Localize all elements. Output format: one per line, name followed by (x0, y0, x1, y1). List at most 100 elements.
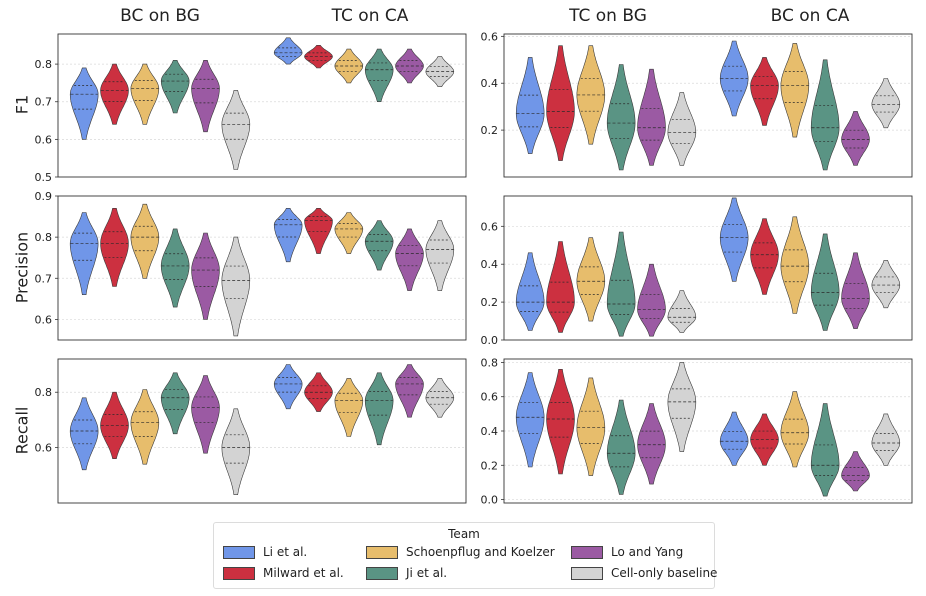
legend-label-li: Li et al. (263, 545, 308, 559)
panel-precision-right: 0.0 0.2 0.4 0.6 (481, 195, 913, 347)
violin-tc-on-bg-cell-only-baseline (667, 290, 697, 333)
violin-bc-on-ca-ji-et-al (810, 233, 840, 331)
y-tick-label: 0.0 (481, 334, 499, 347)
y-tick-label: 0.5 (35, 171, 53, 184)
y-tick-label: 0.9 (35, 190, 53, 203)
violin-bc-on-bg-lo-and-yang (191, 60, 220, 133)
violin-tc-on-bg-lo-and-yang (637, 403, 666, 485)
legend-swatch-baseline (571, 566, 603, 580)
violin-bc-on-bg-cell-only-baseline (221, 236, 251, 337)
column-title-bc-on-bg: BC on BG (120, 6, 200, 26)
y-tick-label: 0.2 (481, 459, 499, 472)
column-title-tc-on-ca: TC on CA (331, 6, 409, 26)
y-tick-label: 0.7 (35, 96, 53, 109)
violin-bc-on-ca-lo-and-yang (841, 451, 870, 492)
violin-tc-on-ca-ji-et-al (364, 48, 394, 102)
panel-f1-right: 0.2 0.4 0.6 (481, 30, 913, 178)
violin-tc-on-ca-lo-and-yang (395, 228, 424, 291)
violin-bc-on-bg-cell-only-baseline (221, 90, 251, 170)
violin-tc-on-bg-li-et-al (515, 372, 545, 468)
y-tick-label: 0.4 (481, 258, 499, 271)
legend-title: Team (448, 527, 480, 541)
violin-tc-on-ca-li-et-al (273, 37, 303, 65)
y-tick-label: 0.6 (481, 220, 499, 233)
violin-bc-on-bg-lo-and-yang (191, 232, 220, 320)
legend-item-ji: Ji et al. (366, 566, 447, 580)
legend-swatch-ji (366, 566, 398, 580)
panel-frame (503, 33, 913, 178)
violin-bc-on-ca-schoenpflug-and-koelzer (780, 43, 810, 138)
legend-swatch-milward (223, 566, 255, 580)
violin-tc-on-bg-ji-et-al (606, 399, 636, 495)
violin-tc-on-bg-schoenpflug-and-koelzer (576, 237, 606, 322)
panel-f1-left: 0.5 0.6 0.7 0.8 (35, 33, 467, 184)
y-tick-label: 0.8 (35, 58, 53, 71)
legend-label-schoenpflug: Schoenpflug and Koelzer (406, 545, 555, 559)
violin-bc-on-bg-schoenpflug-and-koelzer (130, 63, 160, 125)
violin-tc-on-bg-milward-et-al (546, 45, 575, 161)
violin-tc-on-bg-cell-only-baseline (667, 92, 697, 166)
violin-bc-on-ca-milward-et-al (750, 218, 779, 295)
violin-tc-on-bg-li-et-al (515, 57, 545, 154)
panel-frame (57, 33, 467, 178)
violin-tc-on-bg-milward-et-al (546, 241, 575, 333)
violin-bc-on-bg-li-et-al (69, 397, 99, 471)
violin-bc-on-ca-li-et-al (719, 40, 749, 117)
y-tick-label: 0.6 (481, 391, 499, 404)
violin-bc-on-bg-milward-et-al (100, 391, 129, 459)
violin-bc-on-bg-lo-and-yang (191, 375, 220, 454)
violin-tc-on-ca-ji-et-al (364, 220, 394, 271)
legend-item-baseline: Cell-only baseline (571, 566, 717, 580)
violin-tc-on-ca-milward-et-al (304, 372, 333, 412)
y-tick-label: 0.6 (35, 313, 53, 326)
violin-tc-on-ca-schoenpflug-and-koelzer (334, 378, 364, 437)
legend-label-baseline: Cell-only baseline (611, 566, 718, 580)
y-tick-label: 0.6 (481, 30, 499, 43)
panel-frame (503, 195, 913, 341)
legend-item-lo-yang: Lo and Yang (571, 545, 683, 559)
y-tick-label: 0.0 (481, 494, 499, 507)
violin-tc-on-ca-cell-only-baseline (425, 56, 455, 87)
panel-precision-left: 0.6 0.7 0.8 0.9 (35, 190, 467, 341)
violin-tc-on-bg-lo-and-yang (637, 68, 666, 166)
violin-bc-on-ca-schoenpflug-and-koelzer (780, 216, 810, 314)
y-tick-label: 0.8 (481, 356, 499, 369)
violin-tc-on-ca-ji-et-al (364, 372, 394, 446)
panel-frame (503, 358, 913, 504)
violin-tc-on-bg-ji-et-al (606, 231, 636, 337)
violin-tc-on-ca-li-et-al (273, 364, 303, 410)
violin-bc-on-ca-li-et-al (719, 197, 749, 282)
violin-bc-on-bg-ji-et-al (160, 60, 190, 114)
violin-tc-on-ca-schoenpflug-and-koelzer (334, 48, 364, 84)
violin-tc-on-ca-lo-and-yang (395, 364, 424, 418)
violin-tc-on-bg-schoenpflug-and-koelzer (576, 377, 606, 476)
violin-bc-on-bg-ji-et-al (160, 228, 190, 308)
y-tick-label: 0.2 (481, 296, 499, 309)
violin-bc-on-bg-milward-et-al (100, 208, 129, 287)
legend-item-schoenpflug: Schoenpflug and Koelzer (366, 545, 555, 559)
violin-bc-on-bg-li-et-al (69, 67, 99, 140)
violin-tc-on-ca-cell-only-baseline (425, 378, 455, 418)
violin-tc-on-bg-ji-et-al (606, 64, 636, 171)
violin-bc-on-ca-lo-and-yang (841, 252, 870, 329)
legend-swatch-li (223, 545, 255, 559)
violin-tc-on-ca-milward-et-al (304, 45, 333, 69)
violin-bc-on-ca-ji-et-al (810, 59, 840, 171)
y-tick-label: 0.4 (481, 77, 499, 90)
y-tick-label: 0.4 (481, 425, 499, 438)
column-title-bc-on-ca: BC on CA (770, 6, 850, 26)
violin-tc-on-ca-li-et-al (273, 208, 303, 263)
y-tick-label: 0.8 (35, 386, 53, 399)
legend-swatch-lo-yang (571, 545, 603, 559)
violin-tc-on-ca-schoenpflug-and-koelzer (334, 212, 364, 254)
legend-label-lo-yang: Lo and Yang (611, 545, 684, 559)
legend: Team Li et al. Milward et al. Schoenpflu… (213, 522, 717, 589)
violin-bc-on-ca-milward-et-al (750, 57, 779, 126)
violin-tc-on-ca-cell-only-baseline (425, 220, 455, 291)
legend-label-ji: Ji et al. (406, 566, 448, 580)
violin-bc-on-ca-li-et-al (719, 411, 749, 466)
violin-bc-on-bg-ji-et-al (160, 372, 190, 435)
column-title-tc-on-bg: TC on BG (569, 6, 647, 26)
y-tick-label: 0.6 (35, 442, 53, 455)
